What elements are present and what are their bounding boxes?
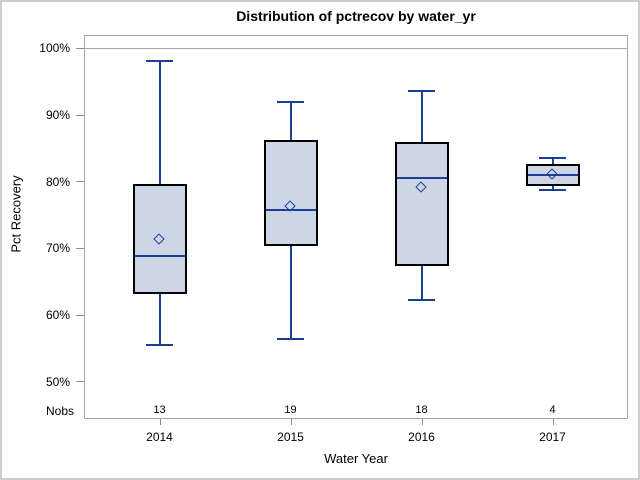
y-tick-mark bbox=[76, 114, 84, 116]
x-tick-mark-2016 bbox=[421, 419, 423, 425]
x-tick-label-2014: 2014 bbox=[146, 430, 173, 444]
x-tick-label-2016: 2016 bbox=[408, 430, 435, 444]
chart-title: Distribution of pctrecov by water_yr bbox=[236, 8, 476, 24]
y-tick-mark bbox=[76, 314, 84, 316]
x-tick-mark-2015 bbox=[290, 419, 292, 425]
x-tick-label-2017: 2017 bbox=[539, 430, 566, 444]
x-tick-mark-2014 bbox=[159, 419, 161, 425]
y-axis-title: Pct Recovery bbox=[8, 175, 24, 253]
y-tick-mark bbox=[76, 247, 84, 249]
x-tick-label-2015: 2015 bbox=[277, 430, 304, 444]
y-tick-label: 100% bbox=[39, 41, 70, 56]
y-tick-mark bbox=[76, 381, 84, 383]
nobs-row-label: Nobs bbox=[45, 404, 74, 418]
y-tick-label: 90% bbox=[45, 108, 70, 122]
y-tick-mark bbox=[76, 181, 84, 183]
x-tick-mark-2017 bbox=[552, 419, 554, 425]
y-tick-mark bbox=[76, 47, 84, 49]
y-tick-label: 50% bbox=[45, 374, 70, 389]
y-tick-label: 60% bbox=[45, 308, 70, 322]
x-axis-title: Water Year bbox=[324, 451, 388, 466]
plot-area bbox=[84, 35, 628, 419]
